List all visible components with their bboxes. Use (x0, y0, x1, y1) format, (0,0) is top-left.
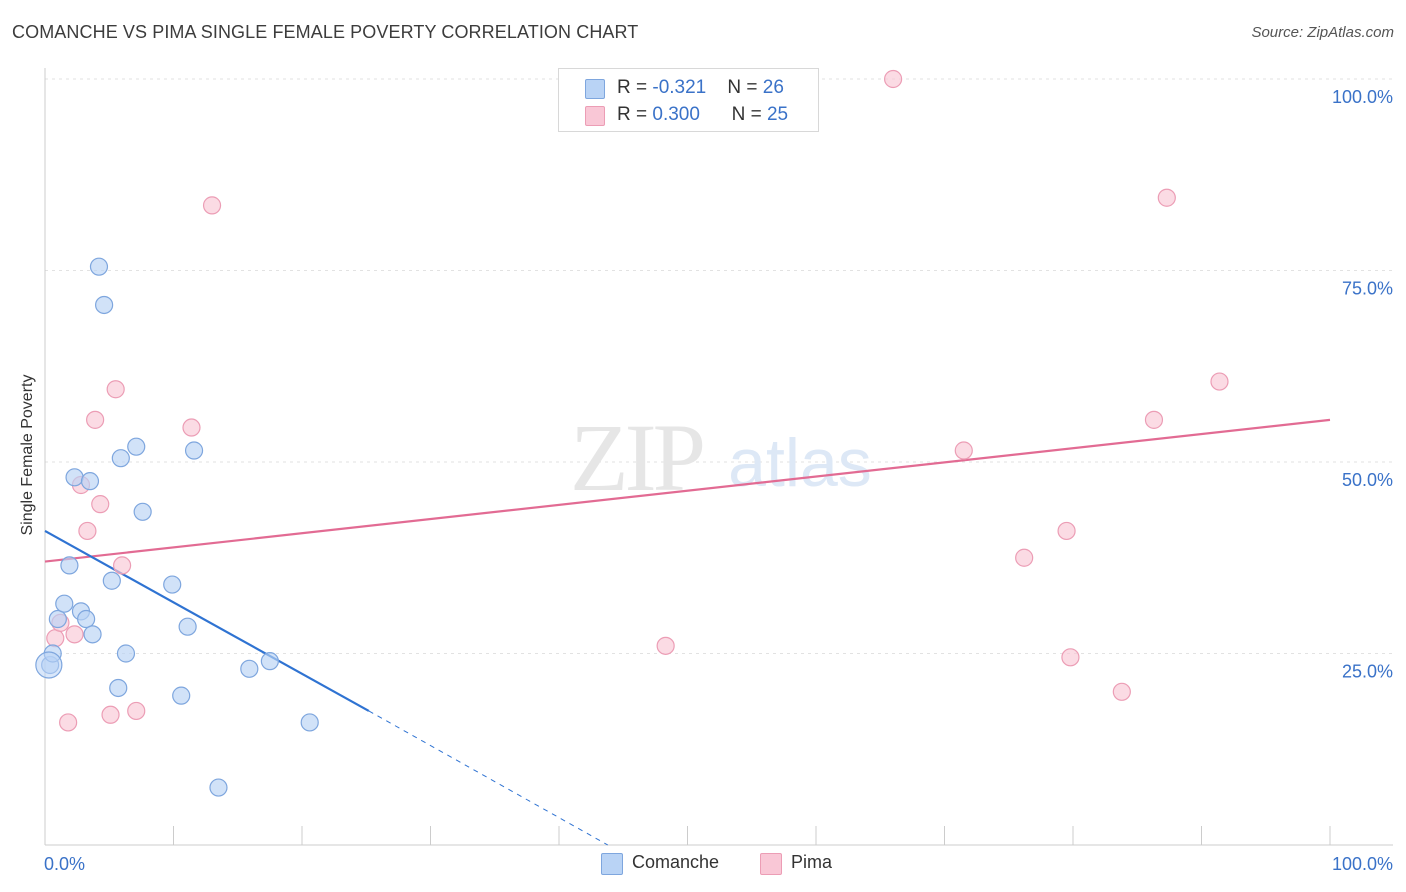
data-point-pima (46, 629, 65, 648)
legend-n-value-comanche: 26 (762, 77, 784, 98)
source-label: Source: ZipAtlas.com (1251, 24, 1394, 41)
legend-n-label: N = (727, 77, 763, 98)
y-tick-label: 75.0% (1342, 279, 1393, 299)
data-point-comanche (55, 594, 74, 613)
data-point-pima (202, 196, 222, 215)
data-point-pima (112, 556, 132, 575)
data-point-comanche (127, 437, 146, 456)
data-point-pima (656, 636, 675, 655)
data-point-pima (106, 380, 125, 399)
x-tick-label-max: 100.0% (1332, 854, 1393, 874)
trend-line-comanche (44, 529, 370, 712)
legend-n-value-pima: 25 (766, 104, 789, 125)
data-point-pima (78, 521, 97, 541)
x-tick-label-min: 0.0% (44, 854, 85, 874)
data-point-comanche (65, 468, 84, 487)
data-point-pima (59, 713, 78, 732)
data-point-comanche (133, 502, 152, 521)
bottom-legend-swatch-comanche (601, 853, 623, 875)
data-point-pima (101, 705, 120, 724)
data-point-pima (1157, 188, 1176, 207)
data-point-pima (1061, 648, 1080, 667)
data-point-pima (883, 69, 903, 89)
trend-line-comanche-extrapolated (368, 710, 609, 846)
legend-swatch-pima (585, 106, 605, 126)
data-point-comanche (172, 686, 191, 705)
correlation-legend: R = -0.321 N = 26 R = 0.300 N = 25 (558, 68, 819, 132)
data-point-comanche (300, 713, 319, 732)
data-point-comanche (35, 651, 63, 679)
bottom-legend-swatch-pima (760, 853, 782, 875)
data-point-pima (954, 441, 973, 460)
chart-title: COMANCHE VS PIMA SINGLE FEMALE POVERTY C… (12, 22, 639, 42)
data-point-comanche (184, 441, 204, 460)
data-point-comanche (83, 625, 102, 644)
data-point-pima (91, 495, 110, 514)
data-point-comanche (209, 778, 228, 797)
data-point-pima (86, 410, 105, 429)
axes (44, 68, 1393, 846)
trend-lines (44, 418, 1331, 846)
legend-text-comanche: R = -0.321 N = 26 (617, 77, 784, 99)
data-point-comanche (48, 609, 67, 629)
y-tick-label: 100.0% (1332, 87, 1393, 107)
data-points (35, 69, 1229, 797)
data-point-comanche (163, 575, 182, 594)
y-axis-label: Single Female Poverty (19, 374, 36, 536)
y-tick-label: 50.0% (1342, 470, 1393, 490)
legend-r-label: R = (617, 77, 653, 98)
data-point-comanche (102, 571, 121, 590)
data-point-pima (1112, 682, 1131, 701)
data-point-comanche (89, 257, 109, 276)
data-point-pima (1210, 372, 1229, 391)
data-point-pima (1144, 410, 1164, 429)
data-point-pima (127, 701, 146, 721)
legend-swatch-comanche (585, 79, 605, 99)
data-point-comanche (95, 295, 114, 315)
y-tick-label: 25.0% (1342, 662, 1393, 682)
data-point-pima (1015, 548, 1034, 567)
data-point-comanche (111, 449, 130, 468)
bottom-legend-label-pima: Pima (791, 852, 833, 872)
data-point-comanche (178, 617, 197, 636)
data-point-comanche (240, 659, 259, 678)
data-point-comanche (77, 609, 96, 629)
legend-r-value-pima: 0.300 (652, 104, 700, 125)
gridlines (45, 78, 1392, 654)
data-point-pima (65, 625, 84, 644)
data-point-comanche (60, 556, 79, 575)
data-point-comanche (116, 644, 136, 663)
data-point-comanche (80, 472, 100, 491)
x-tick-labels: 0.0% 100.0% (44, 854, 1393, 874)
data-point-pima (1057, 521, 1076, 541)
data-point-pima (182, 418, 201, 437)
legend-text-pima: R = 0.300 N = 25 (617, 104, 788, 126)
legend-n-label: N = (731, 104, 767, 125)
y-tick-labels: 25.0% 50.0% 75.0% 100.0% (1332, 87, 1393, 682)
watermark-zip: ZIP (570, 404, 703, 511)
legend-r-value-comanche: -0.321 (652, 77, 707, 98)
data-point-comanche (260, 652, 279, 671)
watermark: ZIP atlas (570, 404, 872, 511)
legend-r-label: R = (617, 104, 653, 125)
trend-line-pima (44, 418, 1331, 563)
bottom-legend-label-comanche: Comanche (632, 852, 720, 872)
data-point-comanche (109, 678, 128, 698)
watermark-atlas: atlas (728, 425, 872, 501)
